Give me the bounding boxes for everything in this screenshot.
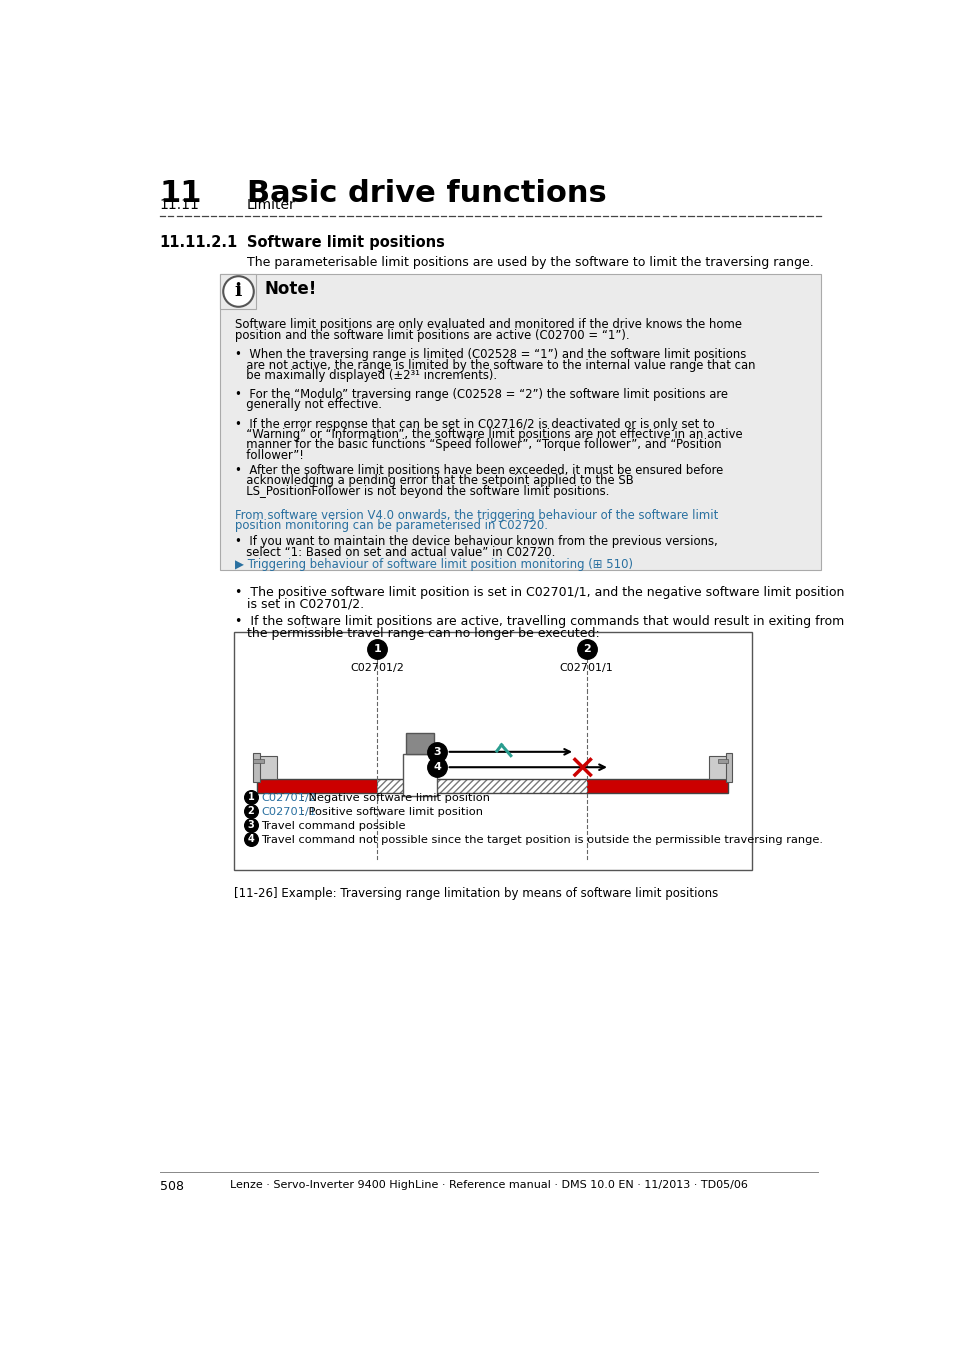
Text: From software version V4.0 onwards, the triggering behaviour of the software lim: From software version V4.0 onwards, the … bbox=[235, 509, 718, 521]
Text: 1: 1 bbox=[248, 792, 254, 802]
Bar bbox=[220, 274, 820, 570]
Text: : Negative software limit position: : Negative software limit position bbox=[301, 794, 490, 803]
Text: C02701/2: C02701/2 bbox=[350, 663, 404, 672]
Text: •  The positive software limit position is set in C02701/1, and the negative sof: • The positive software limit position i… bbox=[235, 586, 844, 598]
Text: C02701/1: C02701/1 bbox=[559, 663, 613, 672]
Text: •  If the error response that can be set in C02716/2 is deactivated or is only s: • If the error response that can be set … bbox=[235, 417, 715, 431]
Text: 3: 3 bbox=[248, 819, 254, 830]
Text: Lenze · Servo-Inverter 9400 HighLine · Reference manual · DMS 10.0 EN · 11/2013 : Lenze · Servo-Inverter 9400 HighLine · R… bbox=[230, 1180, 747, 1189]
Text: position monitoring can be parameterised in C02720.: position monitoring can be parameterised… bbox=[235, 518, 548, 532]
Text: generally not effective.: generally not effective. bbox=[235, 398, 382, 410]
Text: Travel command not possible since the target position is outside the permissible: Travel command not possible since the ta… bbox=[261, 836, 822, 845]
Bar bbox=[717, 759, 728, 763]
Bar bbox=[253, 759, 264, 763]
Text: C02701/1: C02701/1 bbox=[261, 807, 315, 817]
Text: position and the software limit positions are active (C02700 = “1”).: position and the software limit position… bbox=[235, 328, 630, 342]
Text: be maximally displayed (±2³¹ increments).: be maximally displayed (±2³¹ increments)… bbox=[235, 369, 497, 382]
Text: “Warning” or “Information”, the software limit positions are not effective in an: “Warning” or “Information”, the software… bbox=[235, 428, 742, 441]
Bar bbox=[233, 632, 751, 871]
Text: acknowledging a pending error that the setpoint applied to the SB: acknowledging a pending error that the s… bbox=[235, 474, 634, 487]
Bar bbox=[586, 779, 728, 792]
Text: is set in C02701/2.: is set in C02701/2. bbox=[235, 598, 364, 610]
Bar bbox=[257, 756, 276, 779]
Text: 3: 3 bbox=[433, 747, 440, 757]
Bar bbox=[253, 752, 259, 782]
Text: The parameterisable limit positions are used by the software to limit the traver: The parameterisable limit positions are … bbox=[247, 256, 813, 269]
Text: •  If you want to maintain the device behaviour known from the previous versions: • If you want to maintain the device beh… bbox=[235, 536, 718, 548]
Text: ▶ Triggering behaviour of software limit position monitoring (⊞ 510): ▶ Triggering behaviour of software limit… bbox=[235, 558, 633, 571]
Text: 2: 2 bbox=[582, 644, 590, 653]
Text: Software limit positions are only evaluated and monitored if the drive knows the: Software limit positions are only evalua… bbox=[235, 319, 741, 331]
Text: Basic drive functions: Basic drive functions bbox=[247, 180, 606, 208]
Text: C02701/2: C02701/2 bbox=[261, 794, 315, 803]
Text: •  For the “Modulo” traversing range (C02528 = “2”) the software limit positions: • For the “Modulo” traversing range (C02… bbox=[235, 387, 728, 401]
Bar bbox=[377, 779, 586, 792]
Text: the permissible travel range can no longer be executed:: the permissible travel range can no long… bbox=[235, 628, 599, 640]
Bar bbox=[708, 756, 728, 779]
Text: follower”!: follower”! bbox=[235, 448, 304, 462]
Text: Software limit positions: Software limit positions bbox=[247, 235, 444, 250]
Text: manner for the basic functions “Speed follower”, “Torque follower”, and “Positio: manner for the basic functions “Speed fo… bbox=[235, 439, 721, 451]
Text: 508: 508 bbox=[159, 1180, 183, 1193]
Text: Limiter: Limiter bbox=[247, 198, 295, 212]
Text: 1: 1 bbox=[373, 644, 381, 653]
Text: LS_PositionFollower is not beyond the software limit positions.: LS_PositionFollower is not beyond the so… bbox=[235, 485, 609, 498]
Bar bbox=[725, 752, 732, 782]
Text: 11.11.2.1: 11.11.2.1 bbox=[159, 235, 237, 250]
Text: : Positive software limit position: : Positive software limit position bbox=[301, 807, 483, 817]
Text: 4: 4 bbox=[433, 763, 441, 772]
Text: 2: 2 bbox=[248, 806, 254, 817]
Text: i: i bbox=[233, 282, 241, 300]
Text: Travel command possible: Travel command possible bbox=[261, 821, 405, 832]
Text: select “1: Based on set and actual value” in C02720.: select “1: Based on set and actual value… bbox=[235, 545, 556, 559]
Text: 11: 11 bbox=[159, 180, 202, 208]
Text: •  After the software limit positions have been exceeded, it must be ensured bef: • After the software limit positions hav… bbox=[235, 464, 723, 477]
Text: [11-26] Example: Traversing range limitation by means of software limit position: [11-26] Example: Traversing range limita… bbox=[233, 887, 718, 900]
Bar bbox=[406, 733, 433, 755]
Bar bbox=[257, 779, 728, 792]
Text: •  If the software limit positions are active, travelling commands that would re: • If the software limit positions are ac… bbox=[235, 614, 843, 628]
Text: Note!: Note! bbox=[265, 279, 317, 298]
Bar bbox=[257, 779, 377, 792]
Text: •  When the traversing range is limited (C02528 = “1”) and the software limit po: • When the traversing range is limited (… bbox=[235, 348, 746, 362]
Text: 4: 4 bbox=[248, 834, 254, 844]
Bar bbox=[220, 274, 255, 309]
Bar bbox=[377, 779, 586, 792]
Text: are not active, the range is limited by the software to the internal value range: are not active, the range is limited by … bbox=[235, 359, 755, 371]
Bar bbox=[402, 755, 436, 795]
Text: 11.11: 11.11 bbox=[159, 198, 199, 212]
